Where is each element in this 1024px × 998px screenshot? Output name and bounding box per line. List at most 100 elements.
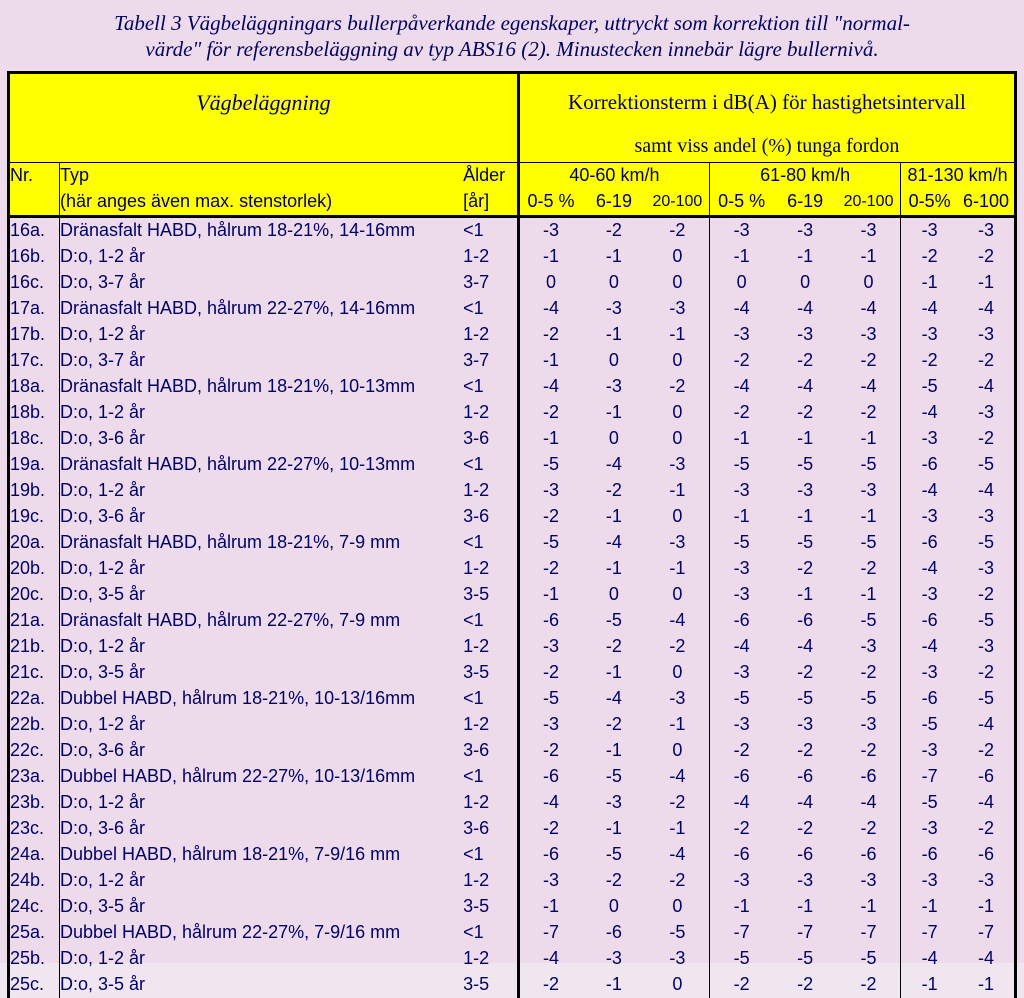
header-nr: Nr.	[9, 162, 60, 189]
cell-v: -2	[773, 972, 837, 998]
cell-v: -4	[901, 946, 958, 972]
hdr-q3: 20-100	[837, 189, 901, 217]
cell-v: -3	[710, 322, 774, 348]
cell-nr: 24a.	[9, 842, 60, 868]
cell-nr: 25a.	[9, 920, 60, 946]
cell-nr: 18c.	[9, 426, 60, 452]
cell-v: -3	[901, 816, 958, 842]
cell-v: -7	[837, 920, 901, 946]
header-speed-1: 40-60 km/h	[518, 162, 709, 189]
cell-age: 1-2	[463, 634, 518, 660]
cell-v: -4	[582, 530, 646, 556]
cell-v: 0	[518, 270, 582, 296]
table-row: 23c.D:o, 3-6 år3-6-2-1-1-2-2-2-3-2	[9, 816, 1016, 842]
cell-v: -1	[710, 894, 774, 920]
cell-v: -1	[773, 504, 837, 530]
cell-v: -6	[901, 530, 958, 556]
cell-v: -6	[710, 764, 774, 790]
cell-v: -3	[710, 556, 774, 582]
cell-v: -3	[646, 946, 710, 972]
cell-v: -4	[773, 790, 837, 816]
cell-v: 0	[646, 270, 710, 296]
cell-v: 0	[582, 426, 646, 452]
cell-v: -2	[518, 322, 582, 348]
cell-v: -6	[518, 764, 582, 790]
cell-age: 1-2	[463, 790, 518, 816]
cell-v: 0	[646, 504, 710, 530]
cell-v: -3	[901, 660, 958, 686]
cell-age: 1-2	[463, 244, 518, 270]
cell-v: -4	[582, 686, 646, 712]
cell-v: -1	[773, 426, 837, 452]
cell-v: -5	[773, 946, 837, 972]
cell-v: -5	[901, 790, 958, 816]
cell-v: -1	[773, 244, 837, 270]
cell-v: -5	[710, 686, 774, 712]
cell-v: -6	[773, 842, 837, 868]
cell-typ: Dubbel HABD, hålrum 22-27%, 10-13/16mm	[59, 764, 463, 790]
cell-v: -5	[582, 764, 646, 790]
table-row: 22a.Dubbel HABD, hålrum 18-21%, 10-13/16…	[9, 686, 1016, 712]
cell-v: -5	[710, 946, 774, 972]
cell-v: -4	[646, 764, 710, 790]
hdr-p1: 0-5 %	[518, 189, 582, 217]
cell-v: -2	[518, 504, 582, 530]
cell-v: -5	[958, 686, 1015, 712]
cell-v: -2	[646, 634, 710, 660]
table-row: 18b.D:o, 1-2 år1-2-2-10-2-2-2-4-3	[9, 400, 1016, 426]
cell-v: -3	[773, 712, 837, 738]
cell-v: -5	[710, 530, 774, 556]
cell-age: 1-2	[463, 946, 518, 972]
cell-v: -5	[582, 842, 646, 868]
cell-age: 3-6	[463, 816, 518, 842]
cell-age: 3-5	[463, 972, 518, 998]
cell-v: -3	[901, 738, 958, 764]
table-caption: Tabell 3 Vägbeläggningars bullerpåverkan…	[0, 0, 1024, 71]
cell-v: -1	[582, 244, 646, 270]
cell-age: 1-2	[463, 556, 518, 582]
cell-nr: 20c.	[9, 582, 60, 608]
cell-v: -2	[518, 660, 582, 686]
cell-v: -7	[901, 920, 958, 946]
cell-v: -3	[901, 216, 958, 244]
cell-nr: 18a.	[9, 374, 60, 400]
cell-typ: D:o, 3-5 år	[59, 582, 463, 608]
cell-v: -5	[773, 686, 837, 712]
cell-v: -3	[710, 712, 774, 738]
cell-v: -4	[901, 400, 958, 426]
cell-v: -5	[901, 712, 958, 738]
cell-v: -3	[837, 634, 901, 660]
cell-typ: D:o, 3-6 år	[59, 426, 463, 452]
cell-nr: 20a.	[9, 530, 60, 556]
cell-age: 3-5	[463, 660, 518, 686]
cell-v: -1	[837, 582, 901, 608]
cell-v: -3	[646, 686, 710, 712]
cell-v: -5	[837, 452, 901, 478]
cell-v: -1	[582, 816, 646, 842]
cell-typ: Dränasfalt HABD, hålrum 18-21%, 14-16mm	[59, 216, 463, 244]
cell-v: 0	[646, 972, 710, 998]
cell-v: -4	[773, 634, 837, 660]
cell-typ: D:o, 3-6 år	[59, 504, 463, 530]
cell-nr: 23a.	[9, 764, 60, 790]
table-row: 22c.D:o, 3-6 år3-6-2-10-2-2-2-3-2	[9, 738, 1016, 764]
cell-v: -1	[710, 244, 774, 270]
cell-nr: 16c.	[9, 270, 60, 296]
cell-v: -4	[582, 452, 646, 478]
cell-nr: 19a.	[9, 452, 60, 478]
cell-typ: D:o, 3-7 år	[59, 348, 463, 374]
cell-v: -2	[646, 868, 710, 894]
cell-v: -5	[646, 920, 710, 946]
cell-nr: 16a.	[9, 216, 60, 244]
cell-v: -6	[958, 842, 1015, 868]
cell-v: -4	[901, 478, 958, 504]
cell-v: -1	[901, 972, 958, 998]
cell-v: -2	[958, 426, 1015, 452]
cell-v: -4	[710, 790, 774, 816]
cell-typ: D:o, 1-2 år	[59, 478, 463, 504]
cell-v: -1	[518, 894, 582, 920]
cell-v: -2	[518, 738, 582, 764]
cell-nr: 19c.	[9, 504, 60, 530]
cell-v: -2	[710, 348, 774, 374]
cell-v: -1	[582, 972, 646, 998]
